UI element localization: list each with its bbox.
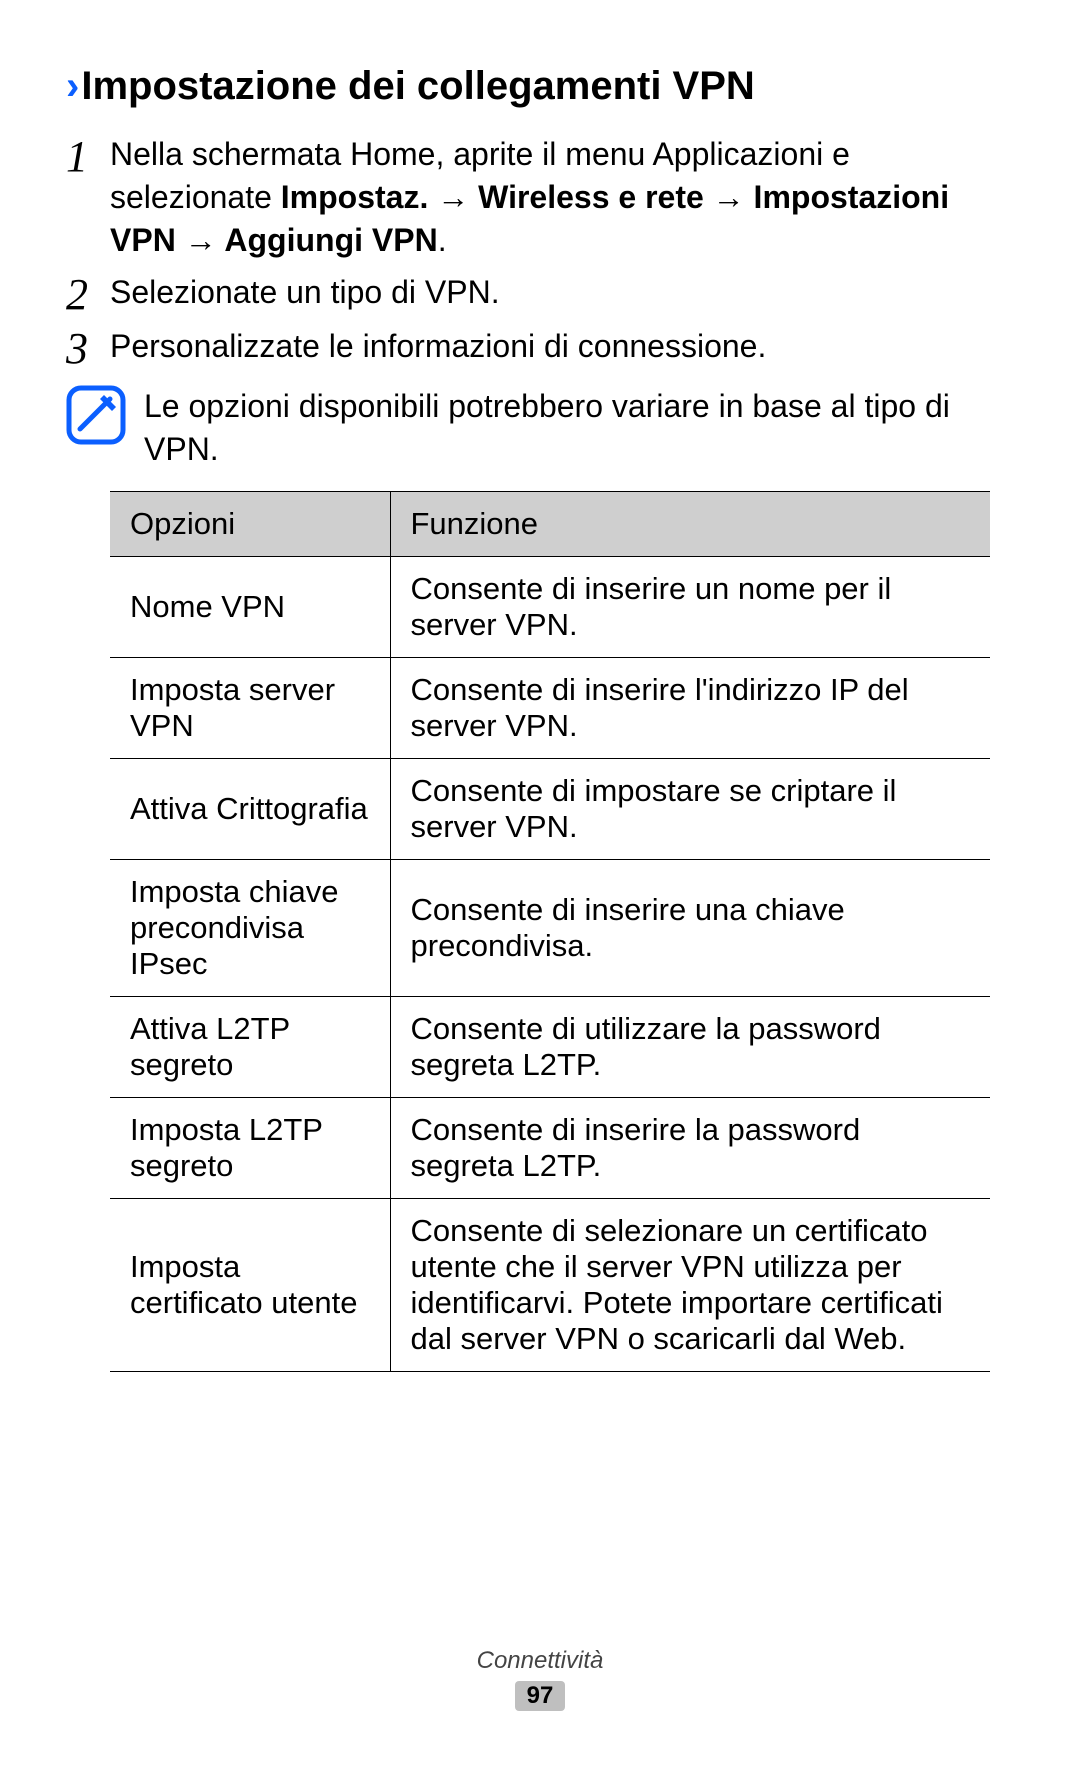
- table-row: Attiva Crittografia Consente di impostar…: [110, 758, 990, 859]
- cell-function: Consente di inserire una chiave precondi…: [390, 859, 990, 996]
- step-body: Nella schermata Home, aprite il menu App…: [110, 133, 1014, 263]
- cell-option: Imposta L2TP segreto: [110, 1097, 390, 1198]
- note-icon: [66, 385, 126, 445]
- cell-function: Consente di utilizzare la password segre…: [390, 996, 990, 1097]
- step-3: 3 Personalizzate le informazioni di conn…: [66, 325, 1014, 371]
- cell-function: Consente di inserire un nome per il serv…: [390, 556, 990, 657]
- table-row: Attiva L2TP segreto Consente di utilizza…: [110, 996, 990, 1097]
- table-row: Imposta server VPN Consente di inserire …: [110, 657, 990, 758]
- table-row: Imposta L2TP segreto Consente di inserir…: [110, 1097, 990, 1198]
- cell-function: Consente di selezionare un certificato u…: [390, 1198, 990, 1371]
- chevron-icon: ›: [66, 64, 79, 109]
- page-footer: Connettività 97: [0, 1647, 1080, 1711]
- header-function: Funzione: [390, 491, 990, 556]
- table-row: Imposta certificato utente Consente di s…: [110, 1198, 990, 1371]
- step-number: 3: [66, 325, 110, 371]
- cell-option: Nome VPN: [110, 556, 390, 657]
- step-2: 2 Selezionate un tipo di VPN.: [66, 271, 1014, 317]
- cell-option: Imposta chiave precondivisa IPsec: [110, 859, 390, 996]
- footer-section: Connettività: [0, 1647, 1080, 1675]
- cell-option: Attiva Crittografia: [110, 758, 390, 859]
- cell-option: Attiva L2TP segreto: [110, 996, 390, 1097]
- table-header-row: Opzioni Funzione: [110, 491, 990, 556]
- cell-option: Imposta certificato utente: [110, 1198, 390, 1371]
- step-body: Selezionate un tipo di VPN.: [110, 271, 500, 317]
- step-body: Personalizzate le informazioni di connes…: [110, 325, 766, 371]
- cell-function: Consente di impostare se criptare il ser…: [390, 758, 990, 859]
- step-1: 1 Nella schermata Home, aprite il menu A…: [66, 133, 1014, 263]
- note-text: Le opzioni disponibili potrebbero variar…: [144, 385, 1014, 471]
- header-options: Opzioni: [110, 491, 390, 556]
- heading-text: Impostazione dei collegamenti VPN: [81, 64, 754, 109]
- cell-function: Consente di inserire l'indirizzo IP del …: [390, 657, 990, 758]
- page-number-badge: 97: [515, 1681, 566, 1711]
- cell-option: Imposta server VPN: [110, 657, 390, 758]
- step-text-post: .: [438, 222, 447, 258]
- table-row: Nome VPN Consente di inserire un nome pe…: [110, 556, 990, 657]
- table-row: Imposta chiave precondivisa IPsec Consen…: [110, 859, 990, 996]
- cell-function: Consente di inserire la password segreta…: [390, 1097, 990, 1198]
- info-note: Le opzioni disponibili potrebbero variar…: [66, 385, 1014, 471]
- step-number: 2: [66, 271, 110, 317]
- section-heading: › Impostazione dei collegamenti VPN: [66, 64, 1014, 109]
- vpn-options-table: Opzioni Funzione Nome VPN Consente di in…: [110, 491, 990, 1372]
- step-number: 1: [66, 133, 110, 263]
